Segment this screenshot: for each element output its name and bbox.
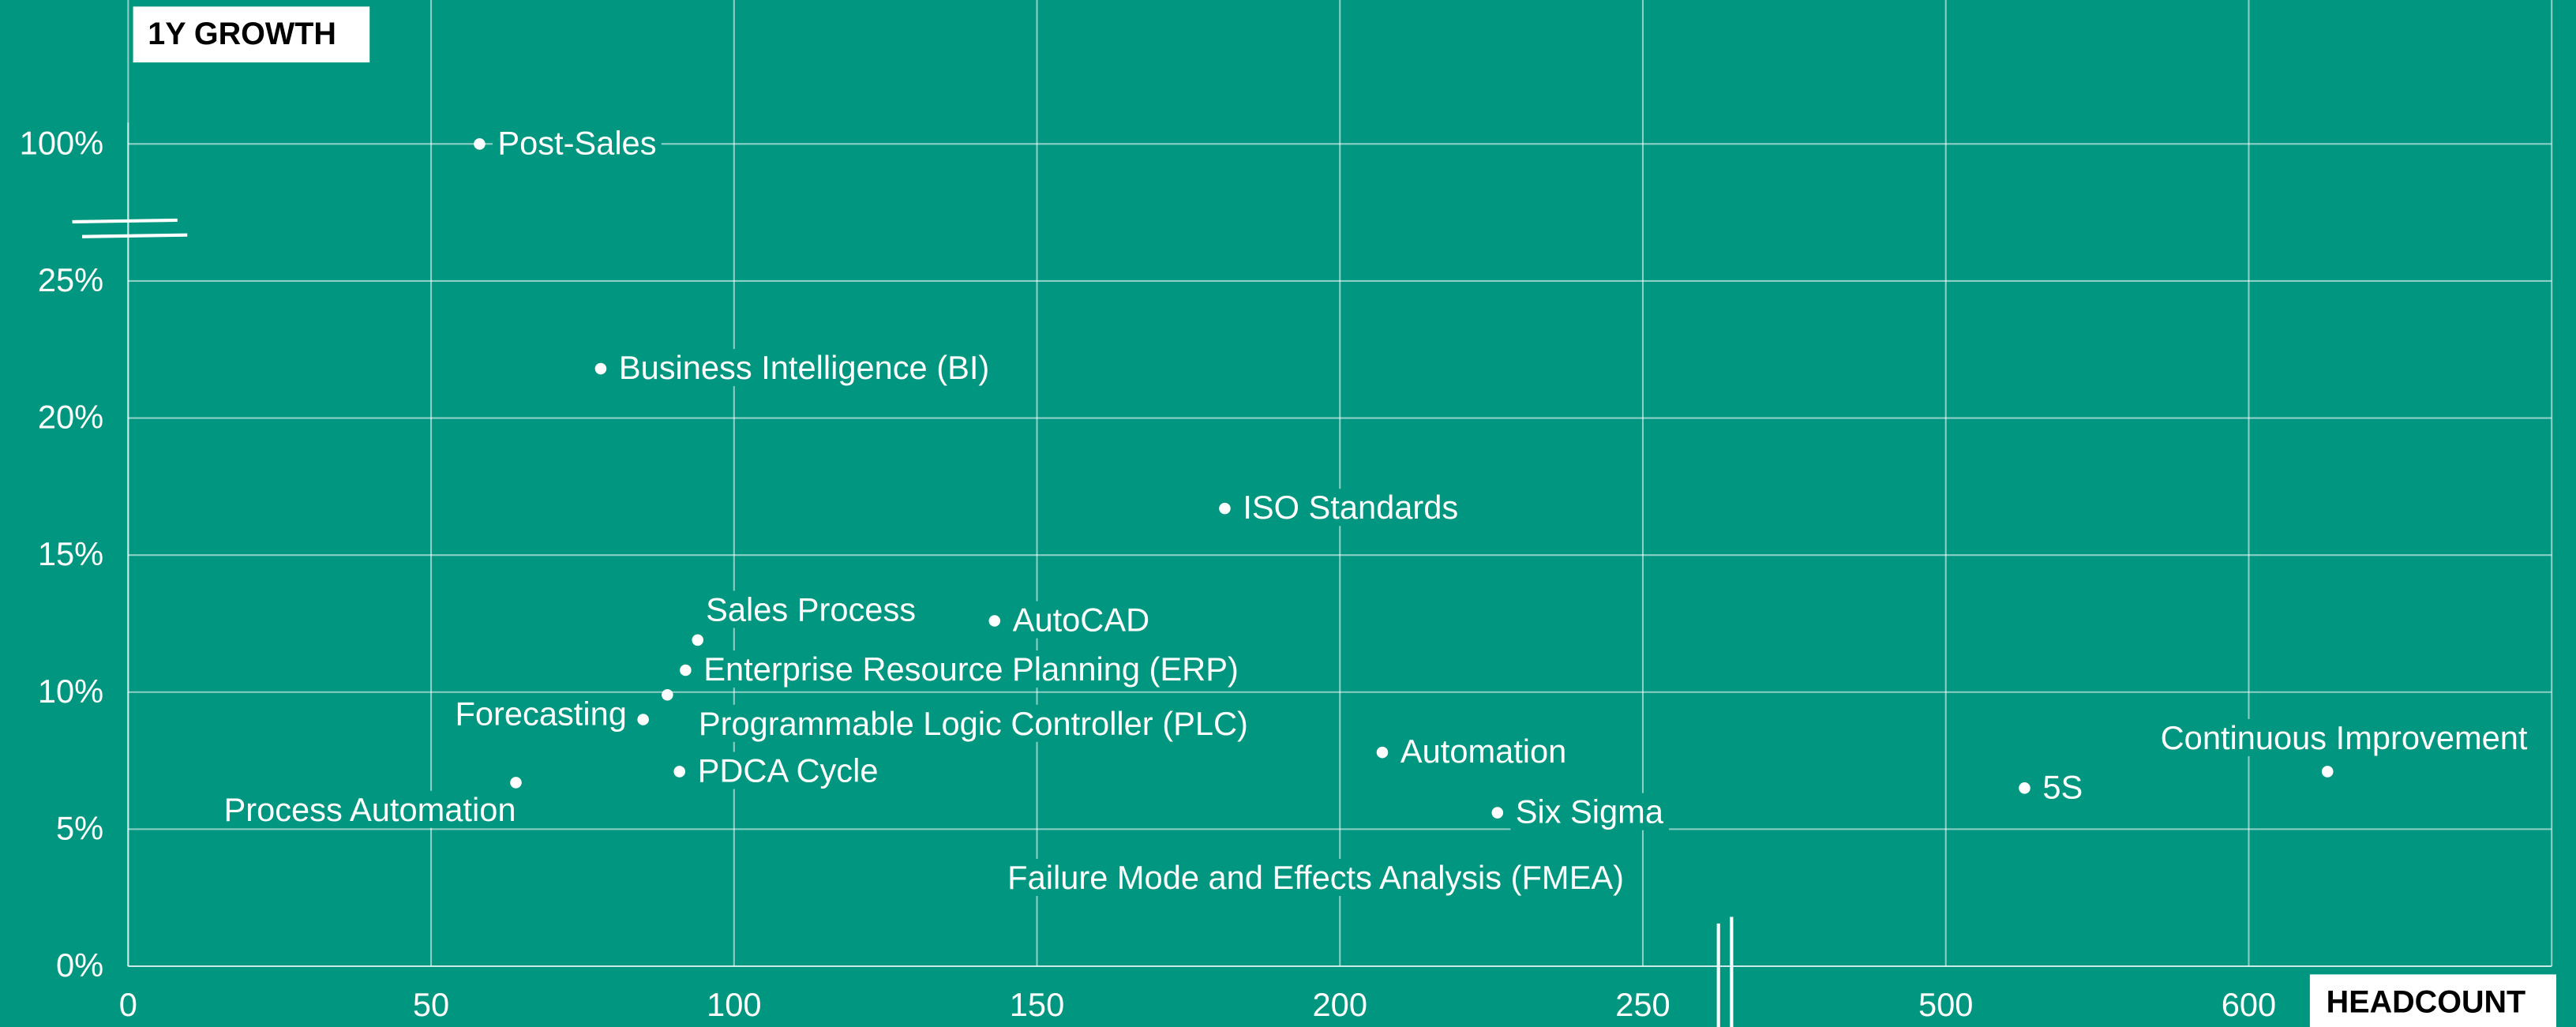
point-label: PDCA Cycle [698, 752, 879, 789]
point [474, 138, 486, 150]
point-label: Forecasting [455, 695, 626, 732]
point [594, 362, 607, 375]
y-tick-label: 100% [20, 124, 103, 161]
x-tick-label: 500 [1918, 986, 1973, 1023]
y-axis-break [72, 218, 188, 238]
label-background [2038, 768, 2088, 806]
x-tick-label: 600 [2222, 986, 2276, 1023]
label-background [2155, 718, 2533, 756]
y-axis-label: 1Y GROWTH [148, 17, 336, 51]
label-background [1238, 489, 1464, 527]
point-label: 5S [2042, 768, 2083, 805]
point [662, 688, 673, 701]
y-tick-label: 25% [38, 261, 103, 298]
point-label: Business Intelligence (BI) [619, 349, 989, 386]
point-label: AutoCAD [1013, 602, 1149, 639]
point-label: ISO Standards [1243, 489, 1458, 526]
label-background [450, 695, 632, 733]
x-tick-label: 100 [707, 986, 761, 1023]
x-axis-label: HEADCOUNT [2327, 984, 2526, 1019]
y-tick-label: 15% [38, 535, 103, 572]
y-tick-label: 5% [56, 809, 103, 846]
x-label-box [2309, 974, 2557, 1027]
x-axis-break [1716, 916, 1734, 1027]
label-background [692, 752, 883, 789]
label-background [1395, 733, 1572, 770]
label-background [1007, 601, 1155, 639]
x-tick-label: 50 [413, 986, 449, 1023]
point [1219, 502, 1231, 515]
point-label: Automation [1400, 733, 1566, 770]
label-background [1002, 858, 1629, 896]
label-background [693, 704, 1254, 742]
label-background [1510, 793, 1670, 830]
x-tick-label: 200 [1313, 986, 1367, 1023]
point [2019, 782, 2030, 794]
x-tick-label: 150 [1010, 986, 1064, 1023]
point-label: Six Sigma [1516, 793, 1664, 830]
x-tick-label: 250 [1615, 986, 1670, 1023]
label-background [219, 790, 521, 828]
point [637, 714, 649, 725]
point [988, 615, 1001, 627]
marks: Post-Sales Business Intelligence (BI) ISO … [219, 124, 2533, 896]
point [1376, 746, 1389, 759]
y-tick-label: 20% [38, 399, 103, 436]
y-tick-label: 0% [56, 946, 103, 984]
label-background [699, 650, 1244, 688]
point-label: Enterprise Resource Planning (ERP) [703, 650, 1239, 688]
label-background [613, 349, 995, 387]
point-label: Failure Mode and Effects Analysis (FMEA) [1007, 859, 1624, 896]
point [510, 777, 522, 789]
point-label: Post-Sales [497, 124, 656, 161]
point [673, 766, 685, 778]
y-tick-label: 10% [38, 673, 103, 710]
y-label-box [133, 6, 370, 63]
point [692, 634, 704, 647]
label-background [493, 124, 662, 162]
point-label: Process Automation [223, 791, 516, 828]
point [680, 664, 692, 677]
point [1491, 807, 1504, 819]
point-label: Sales Process [706, 590, 916, 628]
point-label: Continuous Improvement [2161, 719, 2528, 756]
point-label: Programmable Logic Controller (PLC) [699, 705, 1248, 742]
x-tick-label: 0 [119, 986, 137, 1023]
point [2321, 766, 2334, 778]
label-background [700, 590, 921, 628]
